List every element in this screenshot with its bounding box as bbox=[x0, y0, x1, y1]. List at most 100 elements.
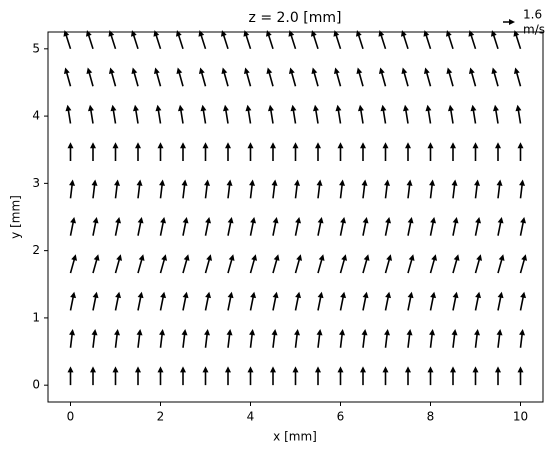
arrow bbox=[468, 30, 477, 50]
arrow bbox=[495, 142, 501, 161]
arrow bbox=[452, 291, 459, 311]
x-tick-label: 0 bbox=[67, 410, 75, 424]
arrow bbox=[515, 104, 522, 124]
arrow bbox=[339, 179, 346, 199]
arrow bbox=[470, 104, 477, 124]
arrow bbox=[225, 142, 231, 161]
arrow bbox=[271, 179, 278, 199]
y-axis-label: y [mm] bbox=[9, 195, 23, 239]
arrow bbox=[495, 366, 501, 386]
arrow bbox=[360, 142, 366, 161]
x-tick-label: 4 bbox=[247, 410, 255, 424]
arrow bbox=[227, 254, 235, 274]
arrow bbox=[159, 179, 166, 199]
arrow bbox=[110, 104, 117, 124]
arrow bbox=[221, 67, 229, 87]
arrow bbox=[226, 179, 233, 199]
arrow bbox=[85, 30, 94, 50]
arrow bbox=[176, 67, 184, 87]
arrow bbox=[288, 30, 297, 50]
arrow bbox=[137, 216, 144, 236]
arrow bbox=[135, 142, 141, 161]
arrow bbox=[337, 366, 344, 386]
arrow bbox=[131, 67, 139, 87]
arrow bbox=[153, 67, 162, 87]
arrow bbox=[90, 142, 96, 161]
arrow bbox=[310, 30, 319, 50]
arrow bbox=[451, 329, 458, 348]
arrow bbox=[445, 30, 454, 50]
arrow bbox=[474, 254, 483, 274]
arrow bbox=[153, 30, 162, 50]
arrow bbox=[378, 30, 387, 50]
arrow bbox=[429, 254, 438, 274]
arrow bbox=[292, 142, 299, 161]
arrow bbox=[182, 216, 189, 236]
arrow bbox=[155, 104, 162, 124]
arrow bbox=[288, 67, 297, 87]
arrow bbox=[202, 366, 209, 386]
arrow bbox=[406, 329, 413, 348]
arrow bbox=[92, 254, 100, 274]
arrow bbox=[423, 30, 432, 50]
key-unit: m/s bbox=[523, 23, 545, 37]
arrow bbox=[292, 366, 299, 386]
arrow bbox=[362, 291, 369, 311]
arrow bbox=[311, 67, 319, 87]
arrow bbox=[356, 67, 364, 87]
arrow bbox=[159, 329, 166, 348]
arrow bbox=[132, 104, 139, 124]
arrow bbox=[384, 329, 391, 348]
arrow bbox=[382, 366, 389, 386]
arrow bbox=[355, 30, 364, 50]
arrow bbox=[225, 366, 231, 386]
arrow bbox=[249, 179, 256, 199]
arrow bbox=[65, 104, 72, 124]
arrow bbox=[114, 329, 121, 348]
arrow bbox=[69, 216, 77, 236]
arrow bbox=[69, 179, 76, 199]
arrow bbox=[294, 179, 301, 199]
arrow bbox=[429, 329, 436, 348]
y-tick-label: 3 bbox=[32, 176, 40, 190]
arrow bbox=[157, 366, 164, 386]
arrow bbox=[159, 216, 167, 236]
arrow bbox=[266, 67, 274, 87]
arrow bbox=[63, 67, 72, 87]
arrow bbox=[137, 254, 145, 274]
y-tick-label: 1 bbox=[32, 310, 40, 324]
arrow bbox=[294, 254, 303, 274]
arrow bbox=[114, 254, 123, 274]
arrow bbox=[452, 254, 460, 274]
chart-title: z = 2.0 [mm] bbox=[249, 10, 342, 26]
arrow bbox=[492, 104, 499, 124]
arrow bbox=[243, 30, 252, 50]
arrow bbox=[447, 104, 454, 124]
arrow bbox=[249, 329, 256, 348]
arrow bbox=[317, 254, 325, 274]
arrow bbox=[339, 254, 348, 274]
arrow bbox=[357, 104, 364, 124]
arrow bbox=[384, 291, 392, 311]
arrow bbox=[312, 104, 319, 124]
arrow bbox=[136, 179, 143, 199]
arrow bbox=[384, 254, 393, 274]
arrow bbox=[472, 142, 479, 161]
x-tick-label: 2 bbox=[157, 410, 165, 424]
arrow bbox=[175, 30, 184, 50]
arrow bbox=[108, 67, 117, 87]
arrow bbox=[407, 254, 415, 274]
arrow bbox=[114, 216, 122, 236]
arrow bbox=[227, 291, 234, 311]
arrow bbox=[361, 179, 368, 199]
arrow bbox=[86, 67, 94, 87]
arrow bbox=[384, 216, 392, 236]
y-tick-label: 5 bbox=[32, 41, 40, 55]
arrow bbox=[405, 366, 411, 386]
arrow bbox=[272, 254, 280, 274]
arrow bbox=[429, 216, 437, 236]
arrow bbox=[378, 67, 387, 87]
arrow bbox=[272, 216, 279, 236]
arrow bbox=[265, 30, 274, 50]
